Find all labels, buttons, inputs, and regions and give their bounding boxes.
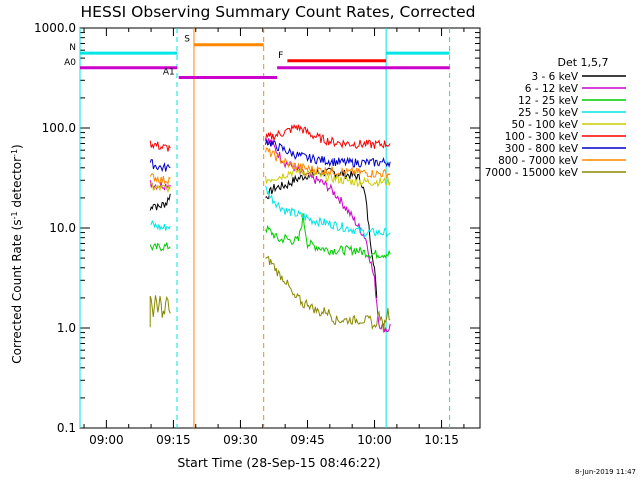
legend-label: 7000 - 15000 keV	[485, 167, 579, 179]
series-line	[265, 185, 391, 238]
series-line	[265, 147, 391, 179]
y-axis-label: Corrected Count Rate (s-1 detector-1)	[10, 144, 25, 363]
legend-label: 50 - 100 keV	[511, 119, 578, 131]
series-line	[150, 219, 171, 232]
legend-label: 100 - 300 keV	[505, 131, 579, 143]
plot-frame	[79, 27, 481, 429]
y-axis-label-main: Corrected Count Rate (s	[10, 219, 24, 363]
x-axis-label: Start Time (28-Sep-15 08:46:22)	[177, 455, 380, 470]
x-tick-label: 10:15	[424, 433, 459, 447]
series-line	[149, 295, 171, 328]
series-line	[265, 139, 391, 169]
legend-label: 6 - 12 keV	[525, 83, 579, 95]
x-tick-label: 09:45	[290, 433, 325, 447]
series-line	[149, 181, 171, 193]
legend-label: 12 - 25 keV	[518, 95, 579, 107]
flag-label: A1	[163, 67, 175, 77]
series-line	[265, 167, 378, 298]
y-tick-label: 0.1	[57, 421, 76, 435]
x-tick-label: 09:30	[223, 433, 258, 447]
plot-area: 0.1 1.0 10.0 100.0 1000.0 09:00 09:15 09:30 09:4…	[34, 21, 481, 447]
y-tick-label: 1000.0	[34, 21, 76, 35]
y-tick-label: 10.0	[49, 221, 76, 235]
y-axis-label-sup2: -1	[10, 149, 19, 157]
series-line	[265, 123, 391, 149]
flag-label: N	[69, 43, 76, 53]
series-line	[149, 193, 171, 211]
y-axis-label-mid: detector	[10, 157, 24, 212]
legend-label: 300 - 800 keV	[505, 143, 579, 155]
y-axis-label-end: )	[10, 144, 24, 149]
y-tick-label: 100.0	[42, 121, 76, 135]
chart-title: HESSI Observing Summary Count Rates, Cor…	[81, 3, 476, 21]
series-line	[265, 213, 391, 260]
series-line	[149, 173, 171, 185]
series-line	[149, 242, 171, 252]
footer-date: 8-Jun-2019 11:47	[575, 468, 636, 476]
series-line	[265, 166, 391, 188]
legend-label: 800 - 7000 keV	[498, 155, 579, 167]
legend-title: Det 1,5,7	[557, 56, 608, 69]
y-axis-label-sup1: -1	[10, 211, 19, 219]
flag-label: F	[278, 51, 283, 61]
flag-label: S	[184, 35, 190, 45]
flag-label: A0	[64, 58, 76, 68]
legend-label: 3 - 6 keV	[531, 71, 578, 83]
series-line	[265, 137, 391, 333]
y-tick-label: 1.0	[57, 321, 76, 335]
x-tick-label: 10:00	[357, 433, 392, 447]
series-line	[149, 140, 171, 152]
x-tick-label: 09:15	[156, 433, 191, 447]
series-line	[265, 255, 391, 333]
series-line	[149, 159, 171, 173]
legend-label: 25 - 50 keV	[518, 107, 579, 119]
x-tick-label: 09:00	[89, 433, 124, 447]
